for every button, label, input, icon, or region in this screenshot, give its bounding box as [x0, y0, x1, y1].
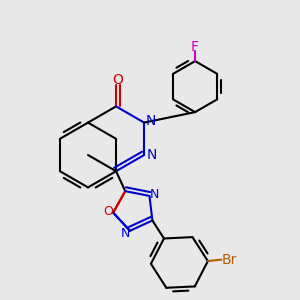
- Text: O: O: [112, 73, 123, 87]
- Text: N: N: [149, 188, 159, 201]
- Text: Br: Br: [221, 253, 236, 267]
- Text: N: N: [146, 148, 157, 162]
- Text: O: O: [103, 205, 113, 218]
- Text: N: N: [121, 227, 130, 240]
- Text: F: F: [191, 40, 199, 54]
- Text: N: N: [146, 114, 156, 128]
